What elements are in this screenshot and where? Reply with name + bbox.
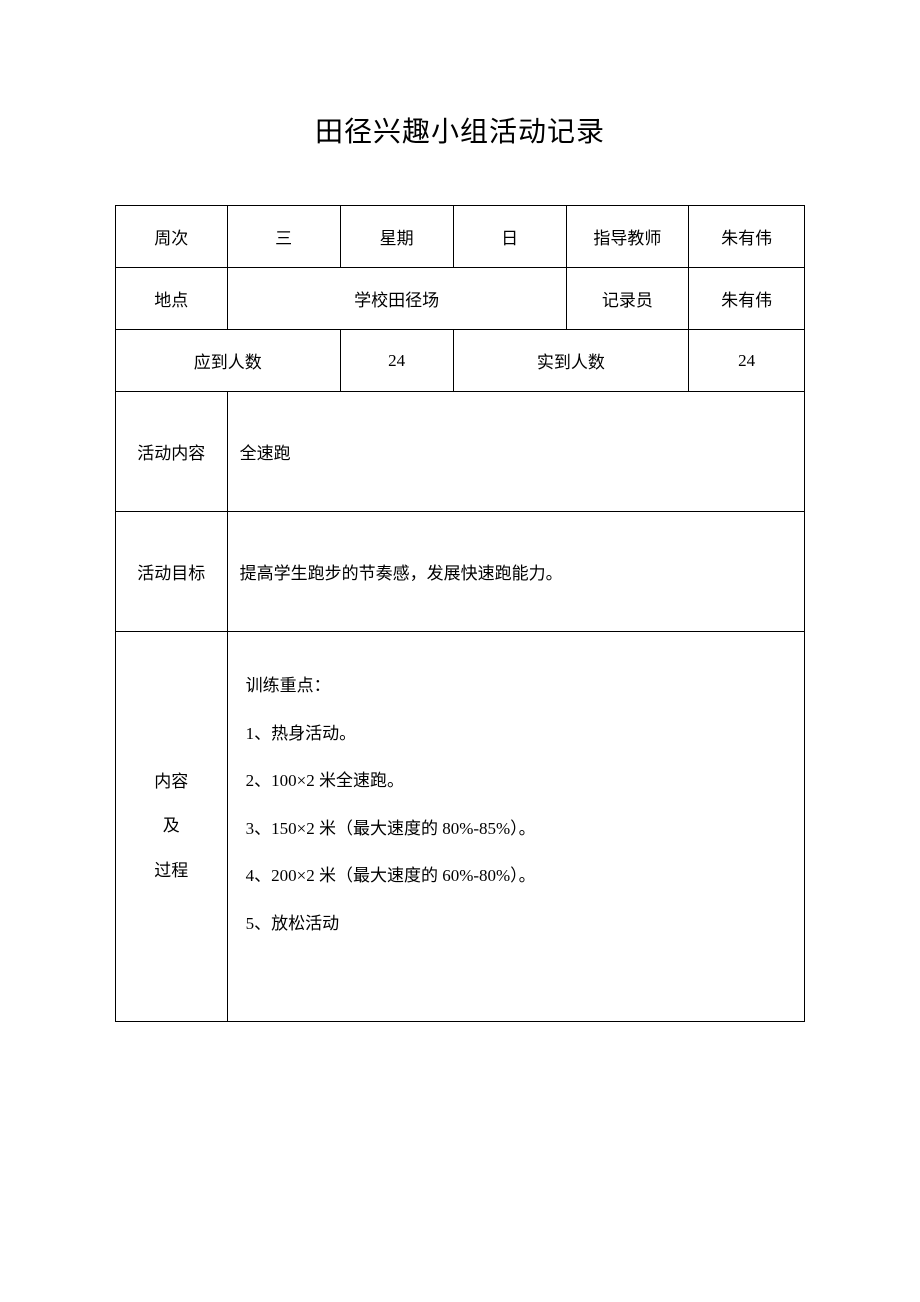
actual-count-value: 24: [689, 330, 805, 392]
process-label-line: 及: [116, 804, 227, 848]
recorder-value: 朱有伟: [689, 268, 805, 330]
process-line: 2、100×2 米全速跑。: [246, 757, 792, 805]
activity-content-value: 全速跑: [227, 392, 804, 512]
table-row: 内容 及 过程 训练重点： 1、热身活动。 2、100×2 米全速跑。 3、15…: [116, 632, 805, 1022]
process-label-line: 过程: [116, 849, 227, 893]
table-row: 应到人数 24 实到人数 24: [116, 330, 805, 392]
table-row: 地点 学校田径场 记录员 朱有伟: [116, 268, 805, 330]
teacher-value: 朱有伟: [689, 206, 805, 268]
process-line: 4、200×2 米（最大速度的 60%-80%）。: [246, 852, 792, 900]
day-label: 星期: [340, 206, 453, 268]
table-row: 活动目标 提高学生跑步的节奏感，发展快速跑能力。: [116, 512, 805, 632]
recorder-label: 记录员: [566, 268, 689, 330]
activity-goal-label: 活动目标: [116, 512, 228, 632]
actual-count-label: 实到人数: [453, 330, 689, 392]
table-row: 活动内容 全速跑: [116, 392, 805, 512]
activity-record-table: 周次 三 星期 日 指导教师 朱有伟 地点 学校田径场 记录员 朱有伟 应到人数…: [115, 205, 805, 1022]
process-line: 1、热身活动。: [246, 710, 792, 758]
location-label: 地点: [116, 268, 228, 330]
table-row: 周次 三 星期 日 指导教师 朱有伟: [116, 206, 805, 268]
process-label-line: 内容: [116, 760, 227, 804]
teacher-label: 指导教师: [566, 206, 689, 268]
process-line: 训练重点：: [246, 662, 792, 710]
document-title: 田径兴趣小组活动记录: [115, 110, 805, 150]
activity-goal-value: 提高学生跑步的节奏感，发展快速跑能力。: [227, 512, 804, 632]
expected-count-value: 24: [340, 330, 453, 392]
expected-count-label: 应到人数: [116, 330, 341, 392]
process-line: 3、150×2 米（最大速度的 80%-85%）。: [246, 805, 792, 853]
process-label: 内容 及 过程: [116, 632, 228, 1022]
process-content: 训练重点： 1、热身活动。 2、100×2 米全速跑。 3、150×2 米（最大…: [227, 632, 804, 1022]
process-line: 5、放松活动: [246, 900, 792, 948]
location-value: 学校田径场: [227, 268, 566, 330]
day-value: 日: [453, 206, 566, 268]
activity-content-label: 活动内容: [116, 392, 228, 512]
week-label: 周次: [116, 206, 228, 268]
week-value: 三: [227, 206, 340, 268]
